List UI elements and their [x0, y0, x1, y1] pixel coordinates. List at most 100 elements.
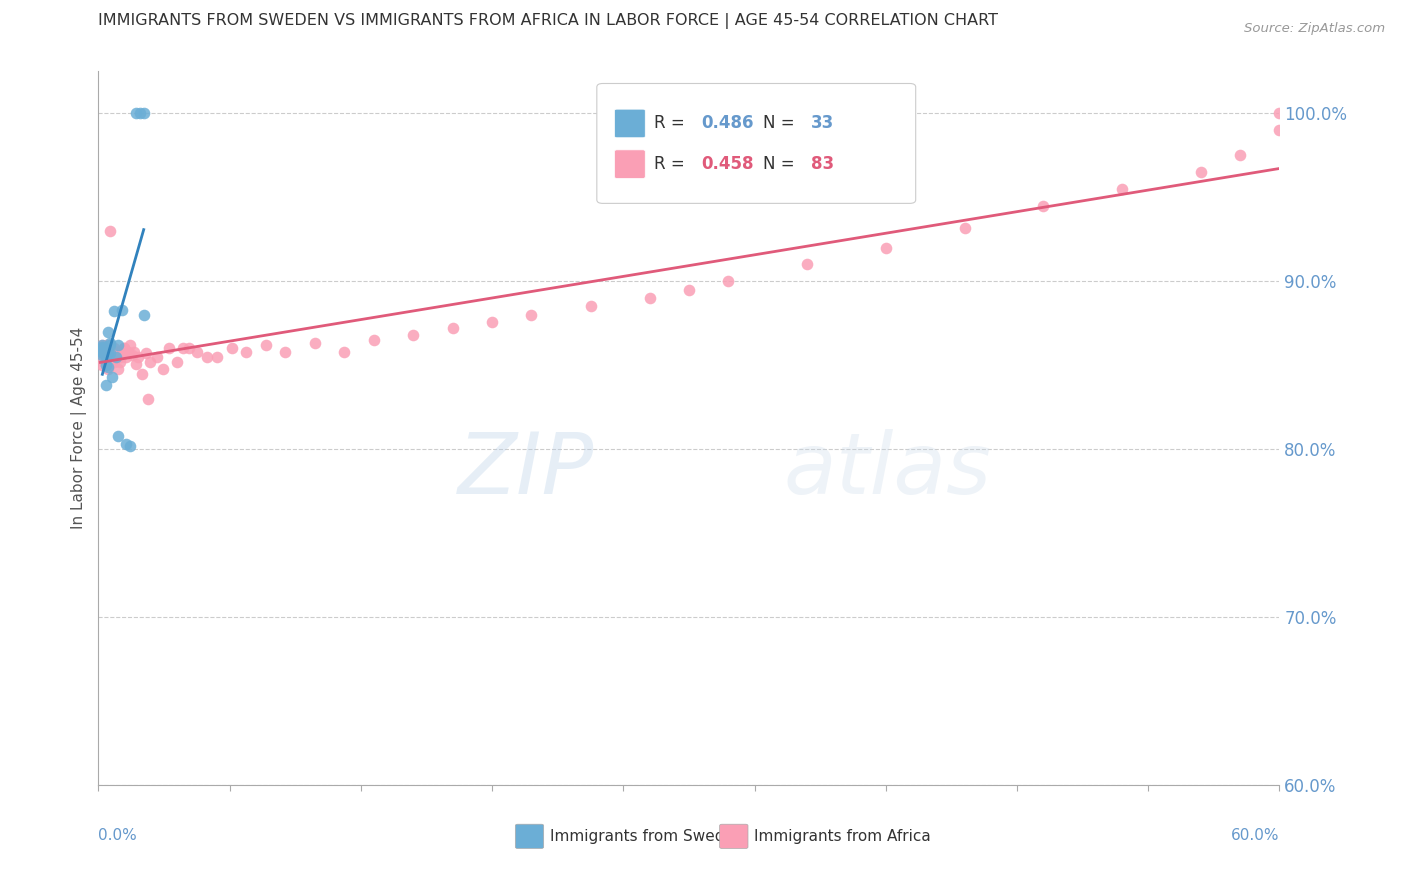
Text: Immigrants from Sweden: Immigrants from Sweden — [550, 829, 744, 844]
Text: 0.0%: 0.0% — [98, 828, 138, 843]
Point — [93, 350, 115, 364]
Point — [107, 338, 129, 352]
Point — [172, 342, 194, 356]
Point — [101, 353, 124, 368]
Point — [98, 348, 121, 362]
Text: N =: N = — [763, 155, 800, 173]
FancyBboxPatch shape — [720, 824, 748, 848]
Point — [157, 342, 180, 356]
Point — [205, 350, 228, 364]
Text: R =: R = — [654, 114, 689, 132]
Point — [91, 344, 114, 359]
Point — [97, 359, 120, 374]
Point — [441, 321, 464, 335]
Point — [146, 350, 169, 364]
Point — [127, 350, 149, 364]
Point — [91, 340, 114, 354]
FancyBboxPatch shape — [516, 824, 544, 848]
Point — [91, 344, 114, 359]
Point — [98, 336, 121, 351]
Point — [333, 344, 356, 359]
Point — [105, 350, 128, 364]
Point — [132, 308, 155, 322]
Point — [98, 338, 121, 352]
Point — [96, 358, 118, 372]
Text: atlas: atlas — [783, 429, 991, 513]
Point — [112, 342, 135, 356]
Point — [195, 350, 218, 364]
Text: 0.458: 0.458 — [700, 155, 754, 173]
Text: 83: 83 — [811, 155, 834, 173]
Point — [304, 336, 326, 351]
Point — [96, 350, 118, 364]
Point — [166, 355, 188, 369]
Point — [111, 302, 134, 317]
Point — [115, 350, 138, 364]
Point — [125, 106, 148, 120]
Point — [520, 308, 543, 322]
Y-axis label: In Labor Force | Age 45-54: In Labor Force | Age 45-54 — [72, 327, 87, 529]
Point — [93, 346, 115, 360]
Point — [103, 350, 125, 364]
Point — [1189, 165, 1212, 179]
Point — [98, 346, 121, 360]
Text: Immigrants from Africa: Immigrants from Africa — [754, 829, 931, 844]
Text: N =: N = — [763, 114, 800, 132]
FancyBboxPatch shape — [614, 109, 645, 137]
Point — [796, 257, 818, 271]
Point — [93, 342, 115, 356]
Point — [135, 346, 157, 360]
Text: ZIP: ZIP — [458, 429, 595, 513]
Point — [481, 314, 503, 328]
Point — [128, 106, 150, 120]
Point — [101, 350, 124, 364]
Point — [221, 342, 243, 356]
Text: 33: 33 — [811, 114, 834, 132]
Point — [96, 346, 118, 360]
Point — [152, 361, 174, 376]
Point — [97, 361, 120, 376]
Point — [98, 338, 121, 352]
Point — [97, 358, 120, 372]
Point — [717, 274, 740, 288]
Point — [235, 344, 257, 359]
Point — [91, 348, 114, 362]
Point — [122, 344, 145, 359]
Point — [1032, 199, 1054, 213]
Point — [111, 348, 134, 362]
Point — [98, 348, 121, 362]
Point — [132, 106, 155, 120]
Point — [118, 439, 141, 453]
Point — [112, 342, 135, 356]
Point — [1268, 123, 1291, 137]
Point — [136, 392, 159, 406]
Point — [678, 283, 700, 297]
Point — [402, 328, 425, 343]
Point — [91, 344, 114, 359]
Point — [93, 343, 115, 357]
Point — [121, 348, 143, 362]
Point — [186, 344, 208, 359]
Point — [108, 355, 131, 369]
Point — [108, 350, 131, 364]
Point — [91, 338, 114, 352]
Point — [638, 291, 661, 305]
Point — [91, 342, 114, 356]
Point — [101, 350, 124, 364]
FancyBboxPatch shape — [614, 150, 645, 178]
Point — [96, 348, 118, 362]
Point — [105, 344, 128, 359]
Point — [363, 333, 385, 347]
Point — [105, 350, 128, 364]
Point — [1268, 106, 1291, 120]
Point — [125, 357, 148, 371]
Point — [93, 342, 115, 356]
Point — [103, 355, 125, 369]
Text: 0.486: 0.486 — [700, 114, 754, 132]
Point — [93, 355, 115, 369]
Point — [177, 342, 200, 356]
Point — [107, 428, 129, 442]
Point — [274, 344, 297, 359]
Point — [96, 378, 118, 392]
Point — [96, 355, 118, 369]
